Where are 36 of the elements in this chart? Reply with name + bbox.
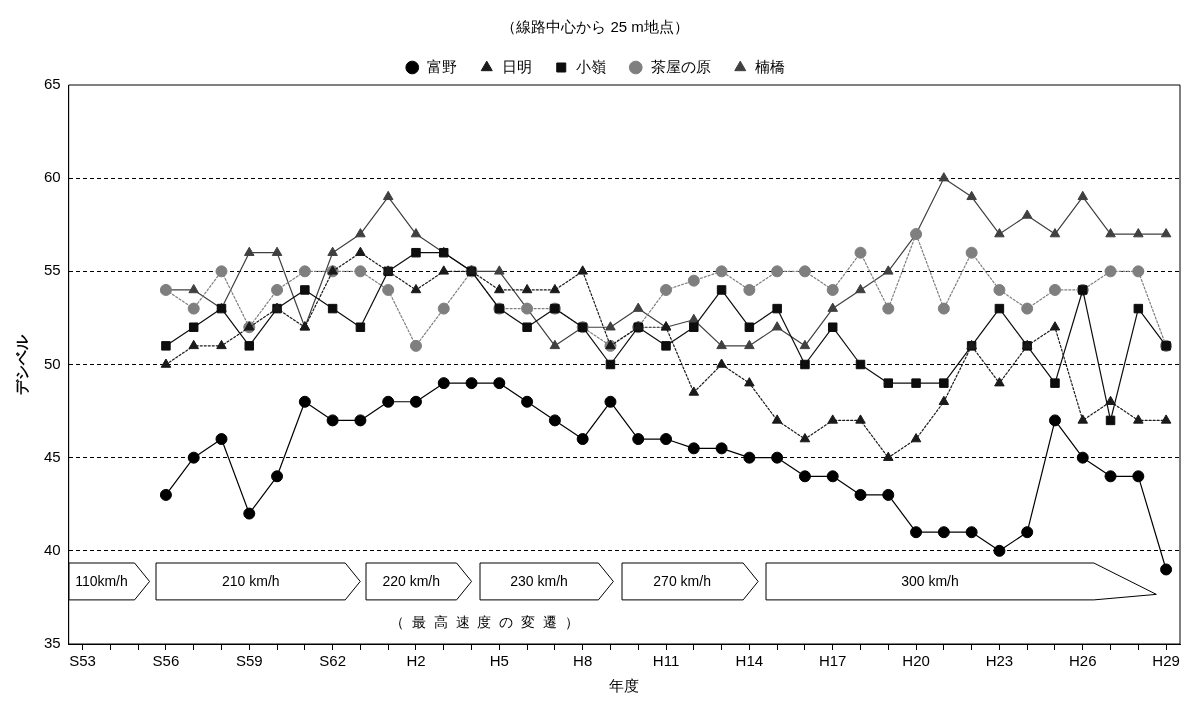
legend-label: 小嶺	[576, 57, 607, 75]
x-tick-label: S62	[319, 652, 346, 670]
legend-label: 茶屋の原	[650, 57, 711, 75]
y-tick-label: 50	[44, 354, 61, 372]
x-tick-label: S56	[152, 652, 180, 670]
x-tick-label: S59	[235, 652, 263, 670]
annotation: 110km/h	[75, 573, 128, 590]
y-tick-label: 45	[44, 447, 61, 465]
annotation: （ 最 高 速 度 の 変 遷 ）	[389, 613, 581, 632]
annotation: 210 km/h	[222, 573, 280, 590]
annotation: 220 km/h	[382, 573, 441, 590]
y-tick-label: 35	[44, 634, 61, 652]
legend-label: 楠橋	[755, 57, 786, 75]
x-axis-title: 年度	[609, 677, 640, 695]
x-tick-label: H14	[735, 652, 764, 670]
annotation: 270 km/h	[653, 573, 711, 590]
y-tick-label: 55	[44, 261, 61, 279]
x-tick-label: H29	[1152, 652, 1180, 670]
x-tick-label: H17	[818, 652, 847, 670]
legend-label: 富野	[427, 57, 458, 75]
x-tick-label: H26	[1068, 652, 1097, 670]
x-tick-label: H20	[902, 652, 930, 670]
x-tick-label: S53	[69, 652, 96, 670]
x-tick-label: H2	[406, 652, 426, 670]
y-tick-label: 40	[44, 540, 61, 558]
x-tick-label: H11	[652, 652, 680, 670]
x-tick-label: H23	[985, 652, 1014, 670]
legend-label: 日明	[501, 57, 532, 75]
x-tick-label: H8	[573, 652, 593, 670]
legend-title: （線路中心から 25 m地点）	[501, 17, 689, 35]
y-tick-label: 60	[44, 168, 61, 186]
x-tick-label: H5	[489, 652, 509, 670]
y-tick-label: 65	[44, 75, 61, 93]
y-axis-title: デシベル	[13, 333, 31, 395]
annotation: 230 km/h	[510, 573, 568, 590]
annotation: 300 km/h	[901, 573, 959, 590]
